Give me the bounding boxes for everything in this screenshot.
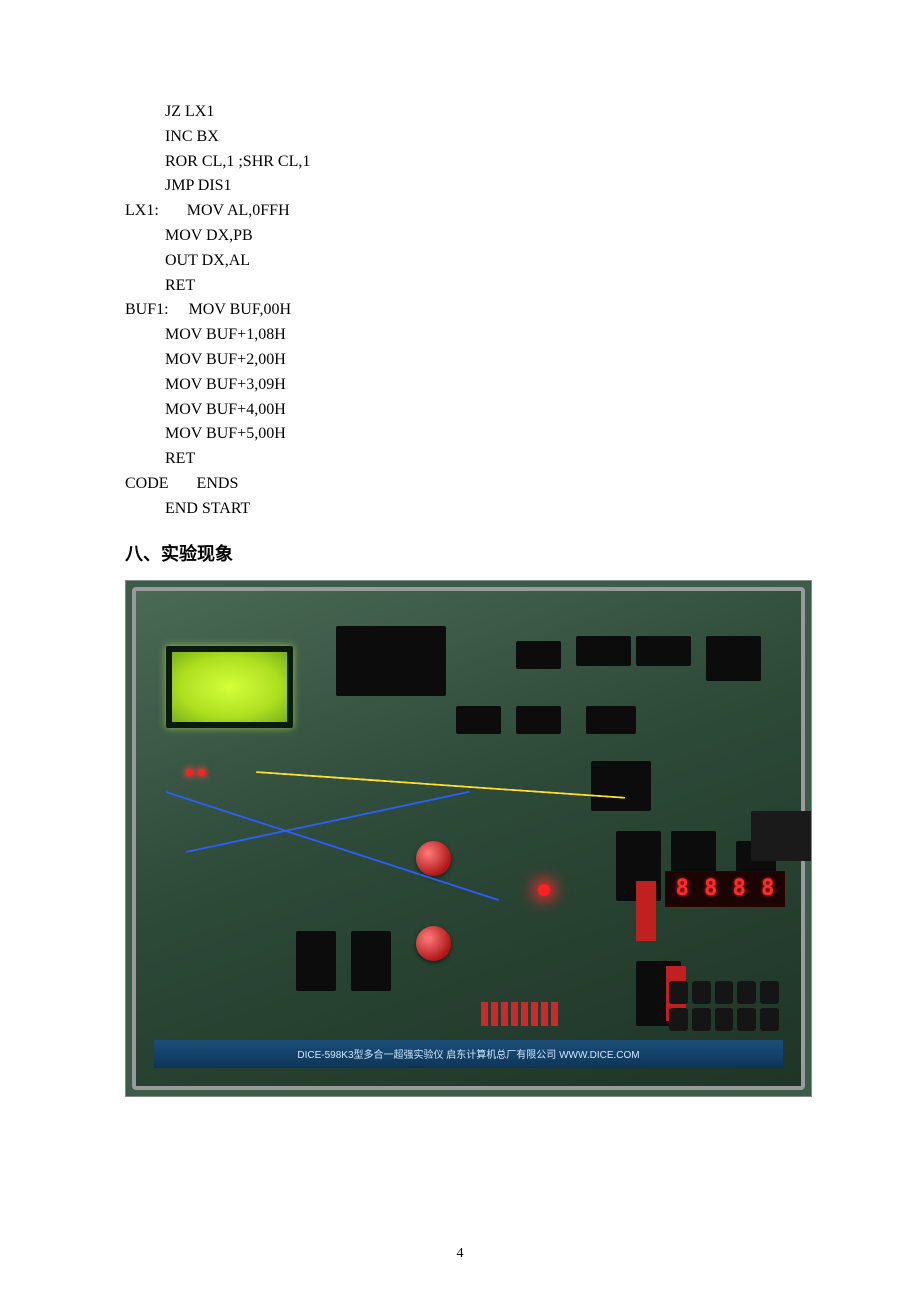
page-number: 4 [0,1246,920,1262]
chip [636,636,691,666]
chip [591,761,651,811]
red-led-small [186,769,193,776]
dip-switch [636,881,656,941]
chip [586,706,636,734]
chip [706,636,761,681]
chip [516,641,561,669]
chip [351,931,391,991]
board-footer-label: DICE-598K3型多合一超强实验仪 启东计算机总厂有限公司 WWW.DICE… [154,1040,783,1068]
wire-yellow [256,771,625,799]
chip [456,706,501,734]
seg7-digit: 8 [733,876,746,901]
red-cap [416,841,451,876]
lcd-screen [166,646,293,728]
board-inner: 8 8 8 8 DICE-598K3型多合一超强实验仪 启东计算机总厂有限公司 … [132,587,805,1090]
chip [576,636,631,666]
assembly-code-block: JZ LX1 INC BX ROR CL,1 ;SHR CL,1 JMP DIS… [125,100,825,522]
chip [516,706,561,734]
red-cap [416,926,451,961]
red-led-lit [538,884,550,896]
document-page: JZ LX1 INC BX ROR CL,1 ;SHR CL,1 JMP DIS… [0,0,920,1302]
seg7-digit: 8 [761,876,774,901]
keypad-buttons [669,981,779,1031]
seg7-digit: 8 [704,876,717,901]
chip [296,931,336,991]
chip [751,811,812,861]
chip [336,626,446,696]
experiment-board-photo: 8 8 8 8 DICE-598K3型多合一超强实验仪 启东计算机总厂有限公司 … [125,580,812,1097]
seven-segment-display: 8 8 8 8 [665,871,785,907]
section-heading: 八、实验现象 [125,540,825,566]
seg7-digit: 8 [676,876,689,901]
toggle-switch-row [481,1002,558,1026]
red-led-small [198,769,205,776]
